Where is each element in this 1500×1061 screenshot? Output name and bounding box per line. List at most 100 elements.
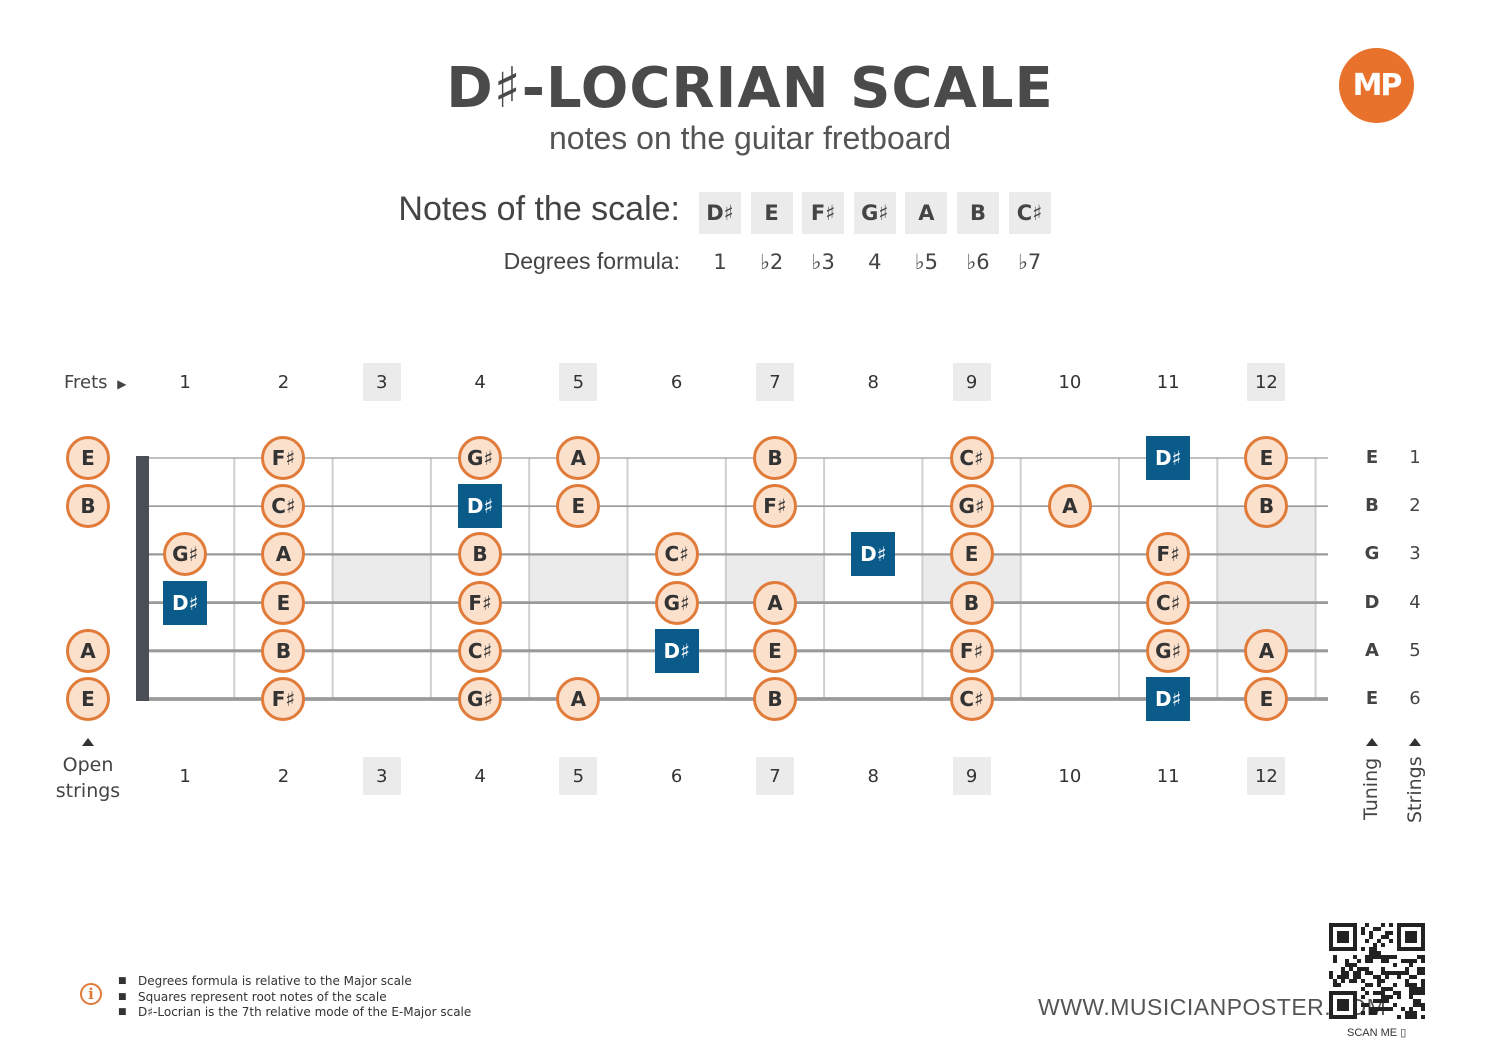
string-number: 1 (1409, 447, 1421, 468)
note-marker: B (458, 532, 503, 577)
note-marker: C♯ (1146, 580, 1191, 625)
scale-notes-label: Notes of the scale: (398, 190, 680, 228)
string-number: 6 (1409, 688, 1421, 709)
tuning-label: Tuning (1360, 757, 1382, 820)
page-title: D♯-LOCRIAN SCALE (446, 56, 1054, 121)
tuning-note: G (1364, 543, 1380, 565)
note-marker: E (261, 580, 306, 625)
note-marker: A (752, 580, 797, 625)
note-marker: B (66, 484, 110, 529)
root-note-marker: D♯ (654, 628, 699, 673)
note-marker: F♯ (261, 436, 306, 480)
note-marker: A (1244, 628, 1289, 673)
website-link[interactable]: WWW.MUSICIANPOSTER.COM (1038, 994, 1387, 1020)
frets-label: Frets ▶ (64, 372, 127, 393)
page-subtitle: notes on the guitar fretboard (548, 120, 952, 156)
fret-number: 6 (670, 765, 683, 787)
note-marker: G♯ (949, 484, 994, 529)
fret-number: 2 (277, 765, 290, 787)
note-marker: B (752, 436, 797, 480)
root-note-marker: D♯ (1146, 436, 1191, 480)
fret-number: 5 (559, 363, 598, 401)
scale-note-box: A (905, 192, 948, 234)
note-marker: E (949, 532, 994, 577)
note-marker: C♯ (654, 532, 699, 577)
scale-note-box: D♯ (699, 192, 741, 234)
fret-number: 3 (362, 363, 401, 401)
note-marker: E (1244, 436, 1289, 480)
note-marker: A (556, 436, 601, 480)
note-marker: G♯ (458, 436, 503, 480)
root-note-marker: D♯ (163, 580, 208, 625)
note-marker: A (261, 532, 306, 577)
scan-me-label: SCAN ME ▯ (1347, 1027, 1407, 1039)
note-marker: E (66, 677, 110, 721)
fret-number: 8 (867, 765, 879, 787)
note-marker: G♯ (654, 580, 699, 625)
footnote: D♯-Locrian is the 7th relative mode of t… (80, 1005, 471, 1021)
fret-number: 11 (1156, 371, 1180, 393)
note-marker: E (66, 436, 110, 480)
note-marker: F♯ (752, 484, 797, 529)
tuning-note: E (1365, 688, 1379, 709)
note-marker: A (556, 677, 601, 721)
string-number: 3 (1409, 543, 1421, 565)
scale-degree: 4 (868, 250, 882, 274)
fret-number: 12 (1247, 363, 1286, 401)
note-marker: F♯ (458, 580, 503, 625)
note-marker: F♯ (949, 628, 994, 673)
note-marker: G♯ (1146, 628, 1191, 673)
nut (136, 456, 149, 701)
open-strings-label: Open strings (55, 754, 121, 802)
string-number: 4 (1409, 591, 1421, 613)
fret-number: 10 (1058, 371, 1082, 393)
fret-inlay (529, 554, 628, 603)
root-note-marker: D♯ (1146, 677, 1191, 721)
fret-number: 11 (1156, 765, 1180, 787)
note-marker: G♯ (163, 532, 208, 577)
note-marker: C♯ (949, 436, 994, 480)
fret-number: 2 (277, 371, 290, 393)
fret-number: 3 (362, 757, 401, 795)
note-marker: E (1244, 677, 1289, 721)
scale-note-box: B (957, 192, 999, 234)
scale-degree: ♭7 (1017, 250, 1042, 274)
arrow-up-icon (82, 738, 94, 746)
fret-number: 1 (179, 371, 191, 393)
fret-inlay (332, 554, 431, 603)
footnote: Degrees formula is relative to the Major… (80, 974, 471, 990)
fret-number: 7 (755, 363, 794, 401)
scale-degree: ♭6 (966, 250, 990, 274)
fret-number: 10 (1058, 765, 1082, 787)
arrow-up-icon (1409, 738, 1421, 746)
tuning-note: D (1364, 591, 1380, 613)
note-marker: F♯ (261, 677, 306, 721)
note-marker: B (261, 628, 306, 673)
note-marker: A (1047, 484, 1092, 529)
play-right-icon: ▶ (117, 377, 127, 391)
fret-number: 1 (179, 765, 191, 787)
strings-label: Strings (1404, 756, 1426, 823)
root-note-marker: D♯ (458, 484, 503, 529)
fret-number: 4 (474, 765, 486, 787)
note-marker: C♯ (458, 628, 503, 673)
string-number: 5 (1409, 639, 1421, 661)
scale-degree: 1 (713, 250, 727, 274)
tuning-note: B (1365, 495, 1379, 517)
scale-degree: ♭5 (914, 250, 939, 274)
scale-degree: ♭3 (811, 250, 835, 274)
string-number: 2 (1409, 495, 1421, 517)
fret-number: 12 (1247, 757, 1286, 795)
fret-number: 8 (867, 371, 879, 393)
footnote: Squares represent root notes of the scal… (80, 990, 471, 1006)
tuning-note: A (1365, 639, 1379, 661)
scale-note-box: G♯ (853, 192, 896, 234)
fret-number: 9 (952, 757, 991, 795)
fret-number: 4 (474, 371, 486, 393)
note-marker: E (752, 628, 797, 673)
scale-note-box: F♯ (802, 192, 845, 234)
note-marker: B (752, 677, 797, 721)
tuning-note: E (1365, 447, 1379, 468)
qr-code-icon[interactable] (1329, 923, 1425, 1019)
note-marker: C♯ (949, 677, 994, 721)
